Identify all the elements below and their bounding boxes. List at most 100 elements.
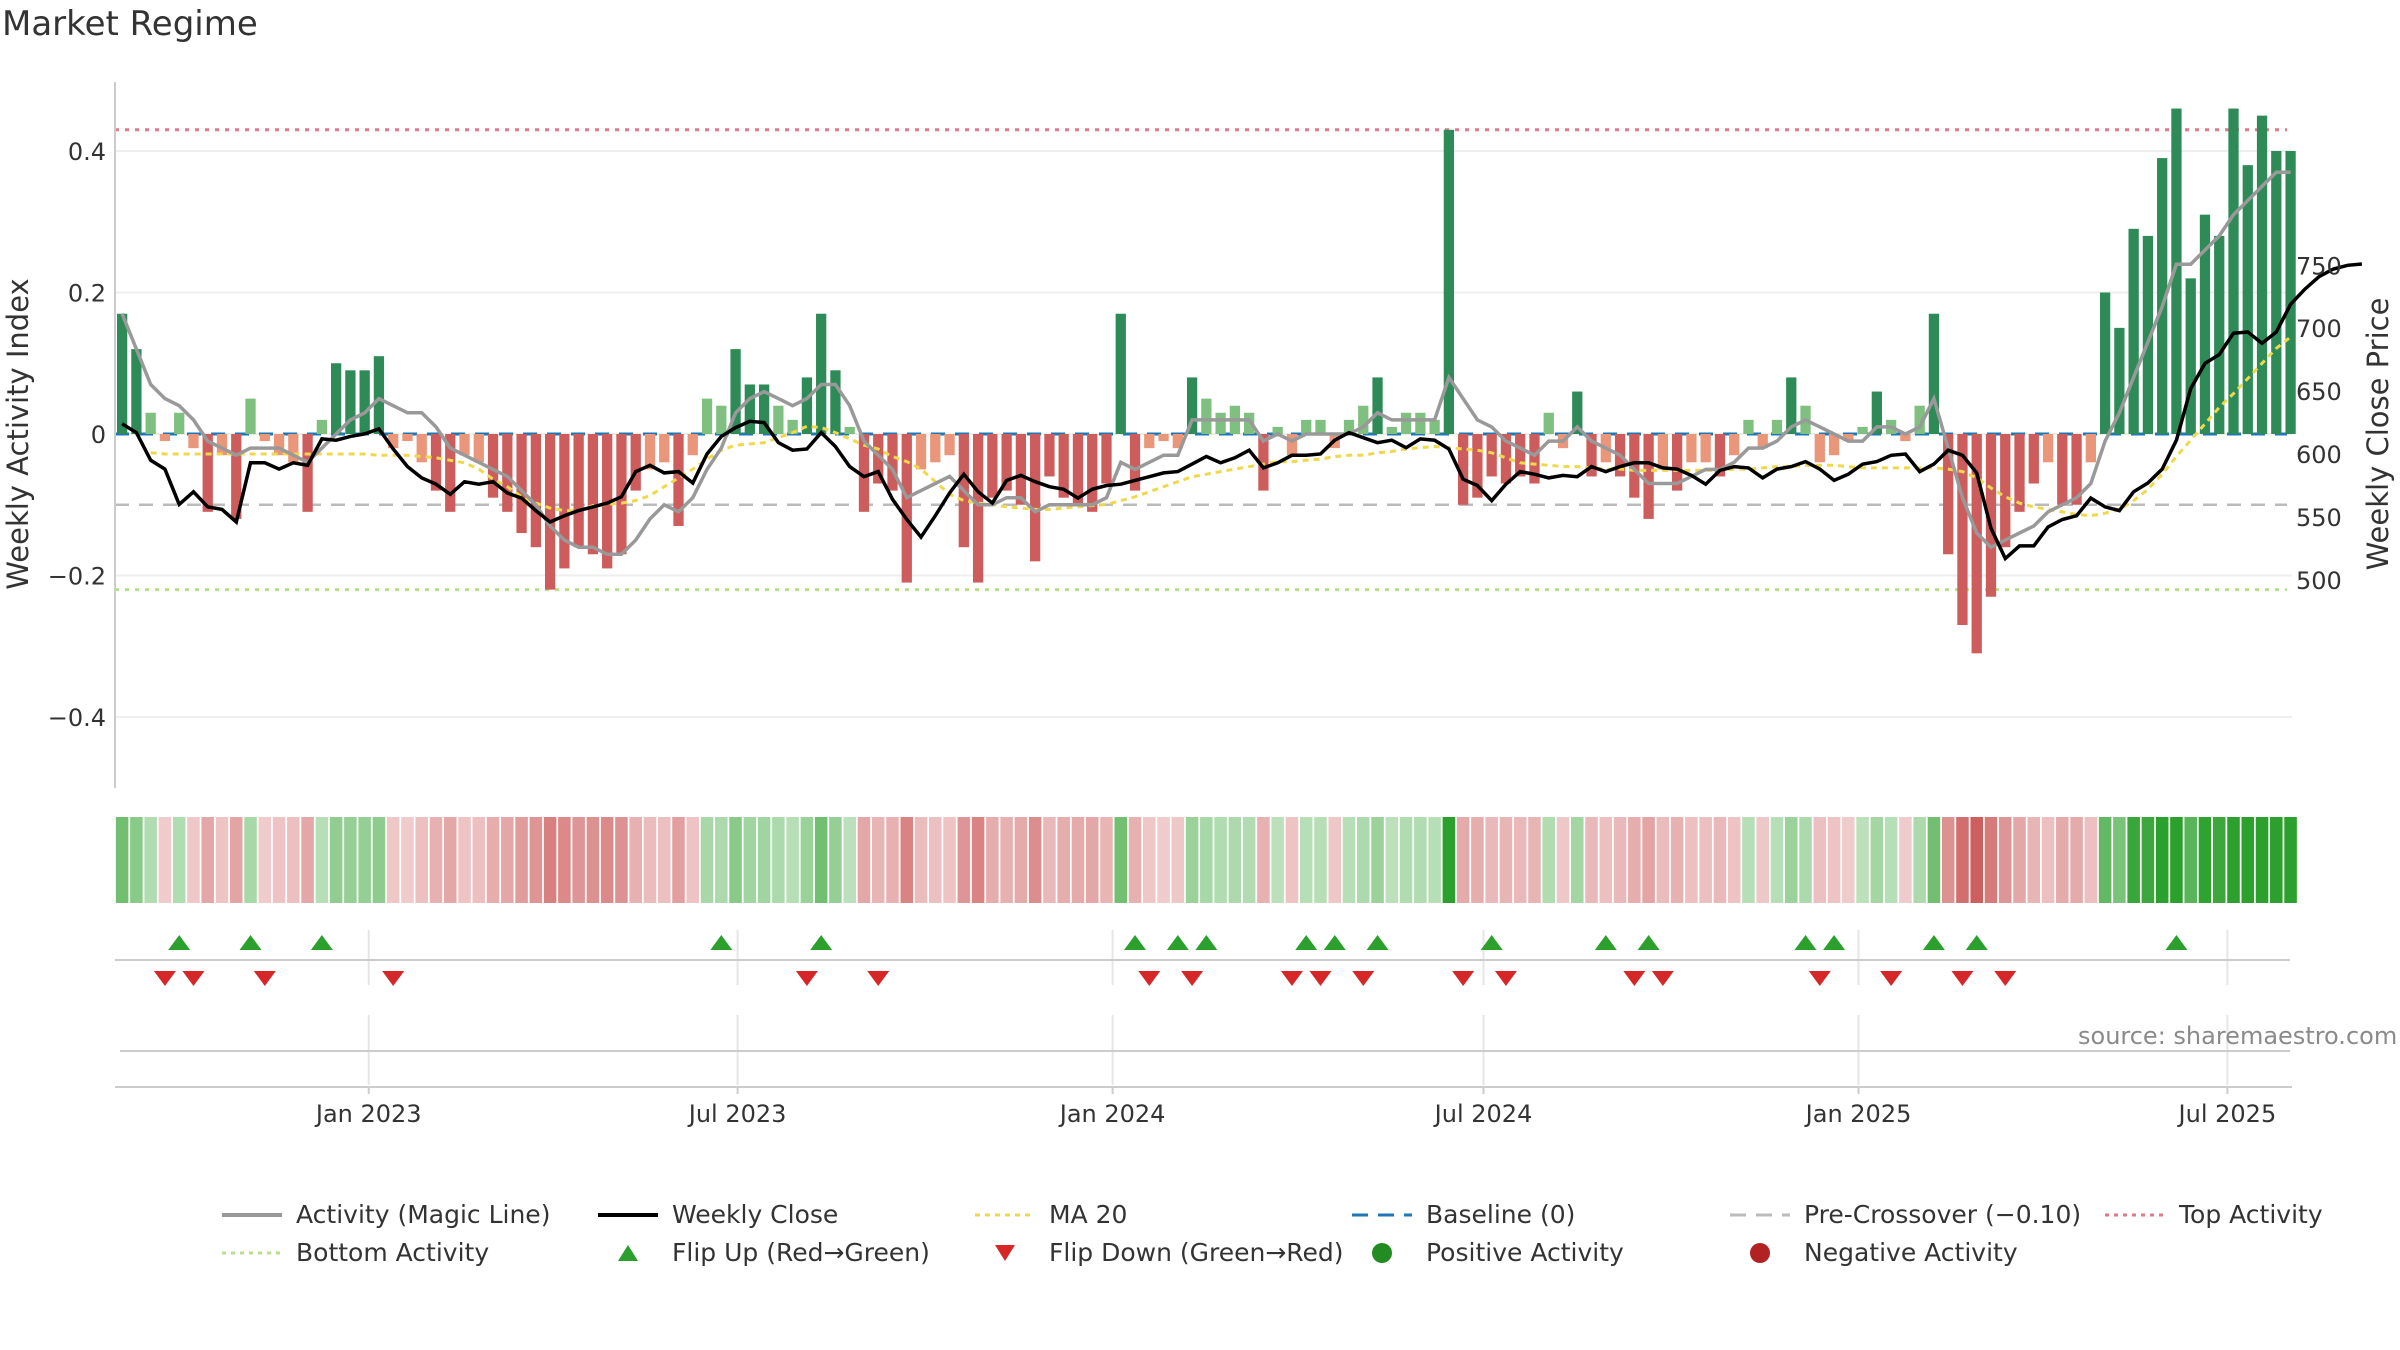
activity-bar [1186, 377, 1198, 434]
regime-cell [715, 817, 728, 903]
legend-baseline-label: Baseline (0) [1426, 1200, 1576, 1229]
activity-bar [1928, 313, 1940, 434]
regime-cell [1185, 817, 1199, 903]
regime-cell [1585, 817, 1598, 903]
activity-bar [2128, 228, 2139, 434]
regime-cell [586, 817, 600, 903]
regime-cell [814, 817, 828, 903]
activity-bar [445, 434, 456, 512]
activity-bar [844, 426, 855, 434]
legend: Activity (Magic Line) Weekly Close MA 20… [0, 1200, 2400, 1300]
regime-cell [1485, 817, 1498, 903]
activity-bar [487, 434, 499, 498]
activity-bar [231, 434, 242, 519]
regime-cell [1143, 817, 1156, 903]
activity-bar [544, 434, 556, 590]
activity-bar [716, 405, 727, 434]
y-tick-label: 0.2 [68, 280, 106, 308]
flip-down-marker [1494, 971, 1517, 986]
flip-up-marker [1794, 935, 1817, 950]
regime-cell [344, 817, 357, 903]
activity-bar [1129, 434, 1141, 491]
flip-up-marker [1965, 935, 1988, 950]
regime-cell [1314, 817, 1327, 903]
activity-bar [1415, 412, 1426, 434]
activity-bar [131, 349, 142, 434]
y-tick-label: 0.4 [68, 138, 106, 166]
regime-cell [1428, 817, 1441, 903]
activity-bar [2228, 108, 2239, 435]
x-tick-label: Jan 2023 [314, 1100, 422, 1128]
regime-cell [643, 817, 657, 903]
activity-bar [787, 419, 798, 434]
regime-cell [2227, 817, 2240, 903]
regime-cell [415, 817, 428, 903]
regime-cell [1899, 817, 1912, 903]
regime-cell [429, 817, 443, 903]
regime-cell [301, 817, 314, 903]
legend-baseline: Baseline (0) [1352, 1200, 1575, 1229]
regime-cell [2212, 817, 2226, 903]
activity-bar [188, 434, 199, 449]
regime-cell [1685, 817, 1698, 903]
activity-bar [673, 434, 684, 526]
flip-down-marker [382, 971, 405, 986]
activity-bar [516, 434, 527, 534]
regime-cell [2155, 817, 2169, 903]
flip-up-marker [710, 935, 733, 950]
legend-positive: Positive Activity [1352, 1238, 1624, 1267]
activity-bar [2114, 327, 2125, 434]
regime-cell [472, 817, 486, 903]
regime-cell [1613, 817, 1627, 903]
regime-cell [1670, 817, 1684, 903]
activity-bar [858, 434, 870, 512]
flip-down-marker [1309, 971, 1332, 986]
flip-up-marker [1124, 935, 1147, 950]
activity-bar [659, 434, 670, 463]
regime-cell [1157, 817, 1170, 903]
regime-cell [1471, 817, 1484, 903]
activity-bar [1058, 434, 1069, 498]
activity-bar [744, 384, 755, 434]
regime-cell [1114, 817, 1128, 903]
market-regime-chart: 0.4 0.2 0 −0.2 −0.4 Weekly Activity Index 750 7… [1, 82, 2395, 1128]
activity-bar [1543, 412, 1554, 434]
regime-cell [1599, 817, 1613, 903]
y2-tick-label: 650 [2296, 378, 2342, 406]
activity-bar [2214, 235, 2225, 434]
legend-positive-label: Positive Activity [1426, 1238, 1624, 1267]
regime-cell [2098, 817, 2112, 903]
activity-bar [288, 434, 299, 463]
activity-bar [430, 434, 442, 491]
regime-cell [2284, 817, 2297, 903]
activity-bar [758, 384, 770, 434]
legend-ma-label: MA 20 [1049, 1200, 1128, 1229]
legend-top-label: Top Activity [2179, 1200, 2323, 1229]
flip-markers [115, 930, 2290, 1085]
activity-bar [1158, 434, 1169, 442]
flip-down-marker [1623, 971, 1646, 986]
flip-up-marker [810, 935, 833, 950]
activity-bars [116, 108, 2296, 654]
regime-cell [1528, 817, 1541, 903]
regime-cell [929, 817, 942, 903]
activity-bar [559, 434, 570, 569]
legend-bottom-label: Bottom Activity [296, 1238, 490, 1267]
y2-axis-title: Weekly Close Price [2361, 298, 2395, 571]
regime-cell [1884, 817, 1898, 903]
regime-cell [986, 817, 999, 903]
regime-cell [843, 817, 856, 903]
regime-cell [1927, 817, 1941, 903]
activity-bar [1358, 405, 1369, 434]
legend-flip-down: Flip Down (Green→Red) [975, 1238, 1344, 1267]
regime-cell [272, 817, 286, 903]
regime-cell [2141, 817, 2155, 903]
activity-bar [273, 434, 285, 456]
regime-cell [2056, 817, 2069, 903]
activity-bar [259, 434, 270, 442]
activity-bar [316, 419, 327, 434]
regime-cell [2013, 817, 2026, 903]
x-tick-label: Jul 2025 [2177, 1100, 2277, 1128]
activity-bar [1015, 434, 1027, 505]
activity-bar [1971, 434, 1982, 654]
